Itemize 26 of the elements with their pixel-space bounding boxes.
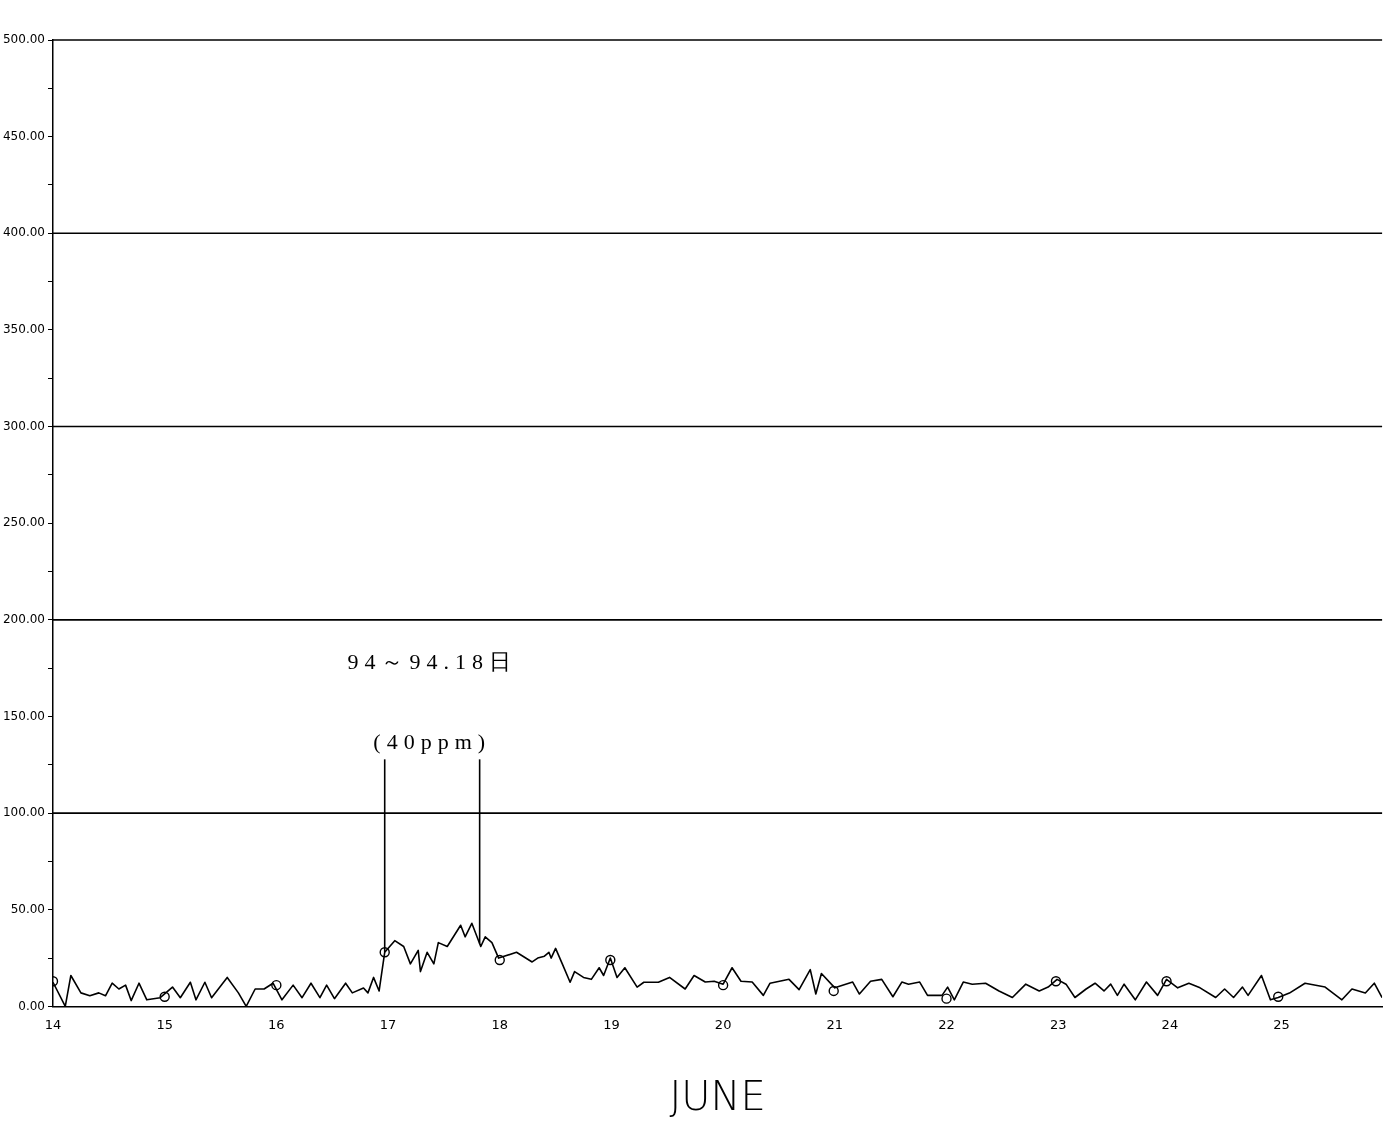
x-tick-label: 20 [714, 1016, 732, 1032]
x-tick-label: 18 [491, 1016, 509, 1032]
y-tick-label: 0.00 [18, 998, 45, 1013]
y-tick-label: 100.00 [2, 805, 45, 820]
y-tick-label: 300.00 [2, 418, 45, 433]
y-tick-label: 500.00 [2, 32, 45, 47]
x-tick-label: 15 [156, 1016, 173, 1032]
y-tick-label: 150.00 [2, 708, 45, 723]
x-tick-label: 17 [379, 1016, 397, 1032]
x-axis-title: JUNE [669, 1073, 766, 1120]
y-tick-label: 400.00 [2, 225, 45, 240]
x-tick-label: 24 [1161, 1016, 1179, 1032]
x-tick-label: 25 [1273, 1016, 1290, 1032]
x-tick-label: 21 [826, 1016, 844, 1032]
y-tick-label: 450.00 [2, 128, 45, 143]
x-tick-label: 16 [268, 1016, 285, 1032]
x-tick-label: 23 [1049, 1016, 1067, 1032]
y-tick-label: 200.00 [2, 611, 45, 626]
annotation: 94～94.18日 [347, 649, 517, 675]
y-tick-label: 250.00 [2, 515, 45, 530]
y-tick-label: 350.00 [2, 322, 45, 337]
x-tick-label: 14 [44, 1016, 62, 1032]
x-tick-label: 19 [603, 1016, 620, 1032]
annotation: (40ppm) [373, 729, 492, 755]
y-tick-label: 50.00 [10, 901, 45, 916]
x-tick-label: 22 [938, 1016, 955, 1032]
